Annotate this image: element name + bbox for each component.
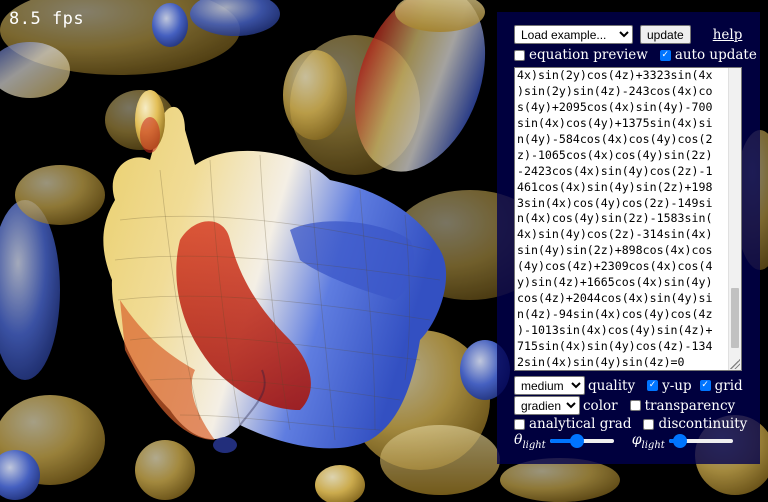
equation-line: n(4x)cos(4y)sin(2z)-1583sin( bbox=[517, 211, 713, 226]
analytical-grad-label: analytical grad bbox=[529, 416, 632, 432]
main-surface bbox=[103, 90, 447, 453]
equation-line: (4y)cos(4z)+2309cos(4x)cos(4 bbox=[517, 259, 713, 274]
equation-line: n(4z)-94sin(4x)cos(4y)cos(4z bbox=[517, 307, 713, 322]
update-button[interactable]: update bbox=[640, 25, 691, 44]
y-up-label: y-up bbox=[662, 377, 692, 394]
help-link[interactable]: help bbox=[712, 26, 743, 43]
equation-line: sin(4y)sin(2z)+898cos(4x)cos bbox=[517, 243, 713, 258]
transparency-label: transparency bbox=[644, 397, 736, 414]
equation-line: 3sin(4x)cos(4y)cos(2z)-149si bbox=[517, 195, 713, 210]
equation-line: 715sin(4x)sin(4y)cos(4z)-134 bbox=[517, 338, 713, 353]
equation-text: 4x)sin(2y)cos(4z)+3323sin(4x)sin(2y)sin(… bbox=[517, 68, 727, 370]
equation-line: 461cos(4x)sin(4y)sin(2z)+198 bbox=[517, 179, 713, 194]
equation-line: 4x)sin(2y)cos(4z)+3323sin(4x bbox=[517, 68, 713, 82]
equation-line: y)sin(4z)+1665cos(4x)sin(4y) bbox=[517, 275, 713, 290]
equation-preview-label: equation preview bbox=[529, 47, 648, 63]
equation-editor[interactable]: 4x)sin(2y)cos(4z)+3323sin(4x)sin(2y)sin(… bbox=[514, 67, 742, 371]
equation-line: )-1013sin(4x)cos(4y)sin(4z)+ bbox=[517, 323, 713, 337]
y-up-checkbox[interactable] bbox=[647, 380, 659, 391]
editor-scrollbar[interactable] bbox=[728, 68, 741, 370]
quality-label: quality bbox=[588, 377, 636, 394]
editor-scrollbar-thumb[interactable] bbox=[731, 288, 739, 348]
equation-line: cos(4z)+2044cos(4x)sin(4y)si bbox=[517, 291, 713, 306]
equation-line: sin(4x)cos(4y)+1375sin(4x)si bbox=[517, 115, 713, 130]
equation-line: n(4y)-584cos(4x)cos(4y)cos(2 bbox=[517, 131, 713, 146]
fps-counter: 8.5 fps bbox=[9, 9, 85, 29]
equation-line: )sin(2y)sin(4z)-243cos(4x)co bbox=[517, 83, 713, 98]
control-panel: Load example... update help equation pre… bbox=[497, 12, 760, 464]
equation-line: 4x)sin(4y)cos(2z)-314sin(4x) bbox=[517, 227, 713, 242]
theta-light-label: θlight bbox=[514, 432, 546, 451]
grid-checkbox[interactable] bbox=[699, 380, 711, 391]
equation-line: z)-1065cos(4x)cos(4y)sin(2z) bbox=[517, 147, 713, 162]
equation-line: 2sin(4x)sin(4y)sin(4z)=0 bbox=[517, 354, 685, 369]
discontinuity-label: discontinuity bbox=[658, 416, 748, 432]
grid-label: grid bbox=[714, 377, 743, 394]
phi-light-slider-knob[interactable] bbox=[673, 434, 688, 449]
color-select[interactable]: gradient bbox=[514, 396, 580, 415]
discontinuity-checkbox[interactable] bbox=[643, 418, 655, 430]
load-example-select[interactable]: Load example... bbox=[514, 25, 633, 44]
quality-select[interactable]: medium bbox=[514, 376, 585, 395]
phi-light-slider[interactable] bbox=[668, 434, 733, 449]
equation-line: -2423cos(4x)sin(4y)cos(2z)-1 bbox=[517, 163, 713, 178]
analytical-grad-checkbox[interactable] bbox=[514, 418, 525, 430]
auto-update-checkbox[interactable] bbox=[659, 49, 671, 61]
auto-update-label: auto update bbox=[674, 47, 757, 63]
equation-line: s(4y)+2095cos(4x)sin(4y)-700 bbox=[517, 99, 713, 114]
resize-handle-icon[interactable] bbox=[730, 359, 740, 369]
transparency-checkbox[interactable] bbox=[629, 400, 641, 411]
color-label: color bbox=[583, 397, 618, 414]
phi-light-label: φlight bbox=[631, 432, 665, 451]
theta-light-slider[interactable] bbox=[549, 434, 614, 449]
theta-light-slider-knob[interactable] bbox=[569, 434, 584, 449]
equation-preview-checkbox[interactable] bbox=[514, 49, 525, 61]
